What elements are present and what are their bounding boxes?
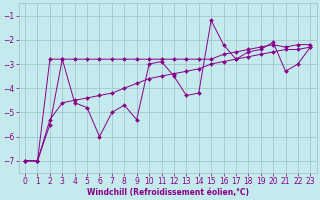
X-axis label: Windchill (Refroidissement éolien,°C): Windchill (Refroidissement éolien,°C): [87, 188, 249, 197]
